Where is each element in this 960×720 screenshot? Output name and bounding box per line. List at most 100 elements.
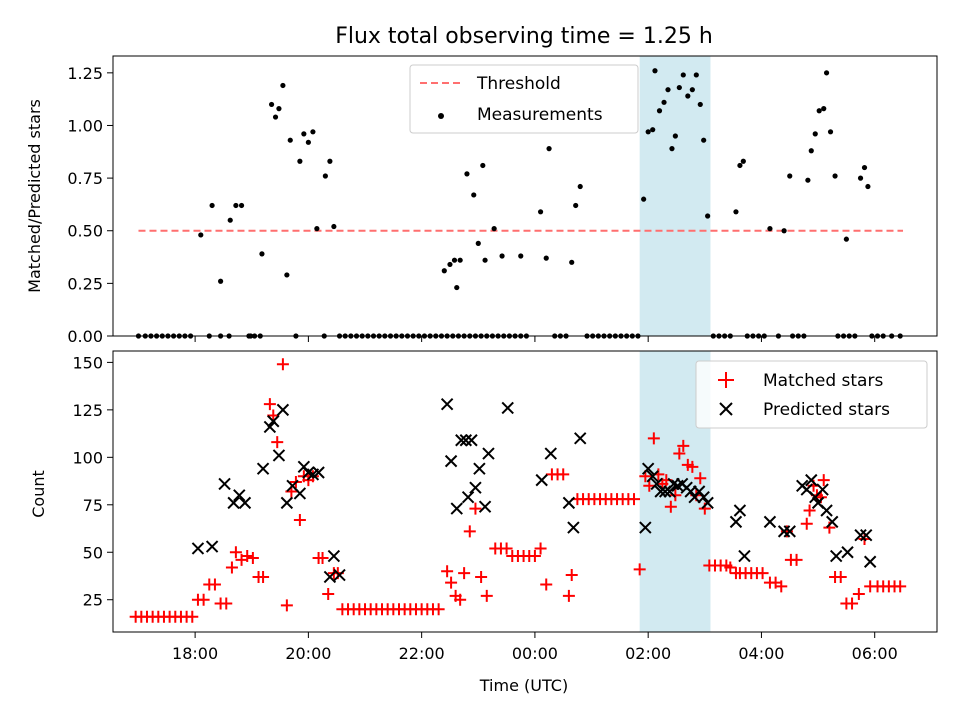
predicted-star-point xyxy=(646,470,659,483)
matched-star-point xyxy=(458,567,471,580)
top-axes-frame xyxy=(112,55,938,337)
measurement-point xyxy=(475,240,481,246)
top-legend-box xyxy=(409,64,639,134)
matched-star-point xyxy=(669,489,682,502)
top-ytick-label: 0.00 xyxy=(67,327,103,346)
matched-star-point xyxy=(557,468,570,481)
matched-star-point xyxy=(677,439,690,452)
matched-star-point xyxy=(225,561,238,574)
predicted-star-point xyxy=(461,490,475,504)
matched-star-point xyxy=(686,460,699,473)
measurement-point xyxy=(808,148,814,154)
predicted-star-point xyxy=(233,489,246,502)
matched-star-point xyxy=(803,504,816,517)
matched-star-point xyxy=(432,603,445,616)
measurement-point xyxy=(865,183,871,190)
measurement-point xyxy=(314,226,320,232)
matched-star-point xyxy=(852,588,865,601)
matched-star-point xyxy=(316,551,329,564)
matched-star-point xyxy=(267,409,280,422)
measurement-point xyxy=(284,272,290,278)
predicted-star-point xyxy=(482,447,495,460)
bottom-ytick-label: 125 xyxy=(72,401,103,420)
measurement-point xyxy=(781,228,787,234)
legend-threshold-label: Threshold xyxy=(476,74,561,94)
top-ytick-label: 0.50 xyxy=(67,222,103,241)
matched-star-point xyxy=(540,578,553,591)
measurement-point xyxy=(665,87,671,93)
measurement-point xyxy=(832,173,838,179)
measurement-point xyxy=(652,68,658,74)
predicted-star-point xyxy=(544,447,557,460)
predicted-star-point xyxy=(440,397,454,411)
measurement-point xyxy=(669,146,675,152)
measurement-point xyxy=(821,106,827,112)
measurement-point xyxy=(482,257,488,263)
measurement-point xyxy=(209,202,215,209)
measurement-point xyxy=(310,129,316,135)
matched-star-point xyxy=(817,474,830,487)
bottom-axes-frame xyxy=(112,350,938,633)
predicted-star-point xyxy=(829,549,843,563)
matched-star-point xyxy=(800,517,813,530)
predicted-star-point xyxy=(729,515,743,529)
measurement-point xyxy=(447,261,453,268)
predicted-star-point xyxy=(256,462,270,475)
matched-star-point xyxy=(500,542,513,555)
measurement-point xyxy=(305,139,311,145)
predicted-star-point xyxy=(854,528,867,542)
x-axis-label: Time (UTC) xyxy=(479,676,568,695)
matched-star-point xyxy=(197,593,210,606)
measurement-point xyxy=(740,158,746,164)
predicted-star-point xyxy=(218,477,231,491)
bottom-xtick-label: 00:00 xyxy=(512,644,558,663)
matched-star-point xyxy=(257,570,270,583)
bottom-xtick-label: 04:00 xyxy=(738,644,784,663)
matched-star-point xyxy=(208,578,221,591)
matched-star-point xyxy=(834,570,847,583)
measurement-point xyxy=(573,202,579,209)
predicted-star-point xyxy=(444,454,458,468)
legend-matched-label: Matched stars xyxy=(763,371,883,391)
measurement-point xyxy=(857,175,864,181)
matched-star-point xyxy=(246,551,259,564)
predicted-star-point xyxy=(293,487,307,500)
predicted-star-point xyxy=(501,401,514,415)
predicted-star-point xyxy=(841,546,854,559)
matched-star-point xyxy=(475,570,488,583)
predicted-star-point xyxy=(738,549,751,563)
matched-star-point xyxy=(633,563,646,576)
top-y-axis-label: Matched/Predicted stars xyxy=(25,99,44,293)
measurement-point xyxy=(451,257,458,263)
predicted-star-point xyxy=(263,420,277,434)
predicted-star-point xyxy=(863,555,877,568)
matched-star-point xyxy=(469,502,482,515)
matched-star-point xyxy=(454,593,467,606)
measurement-point xyxy=(656,108,663,114)
predicted-star-point xyxy=(777,525,791,538)
measurement-point xyxy=(233,202,239,209)
measurement-point xyxy=(272,114,279,120)
measurement-point xyxy=(218,278,224,284)
measurement-point xyxy=(861,164,868,171)
measurement-point xyxy=(693,72,699,78)
measurement-point xyxy=(238,202,245,209)
matched-star-point xyxy=(271,436,284,449)
measurement-point xyxy=(816,108,822,114)
measurement-point xyxy=(198,232,204,238)
matched-star-point xyxy=(775,580,788,593)
predicted-star-point xyxy=(639,521,652,534)
measurement-point xyxy=(672,133,678,139)
predicted-star-point xyxy=(473,462,486,475)
predicted-star-point xyxy=(272,449,286,462)
measurement-point xyxy=(697,101,703,108)
matched-star-point xyxy=(790,553,803,566)
predicted-star-point xyxy=(459,434,473,447)
matched-star-point xyxy=(664,500,677,513)
measurement-point xyxy=(569,259,575,265)
measurement-point xyxy=(322,173,328,179)
matched-star-point xyxy=(756,567,769,580)
matched-star-point xyxy=(463,525,476,538)
predicted-star-point xyxy=(654,485,667,498)
